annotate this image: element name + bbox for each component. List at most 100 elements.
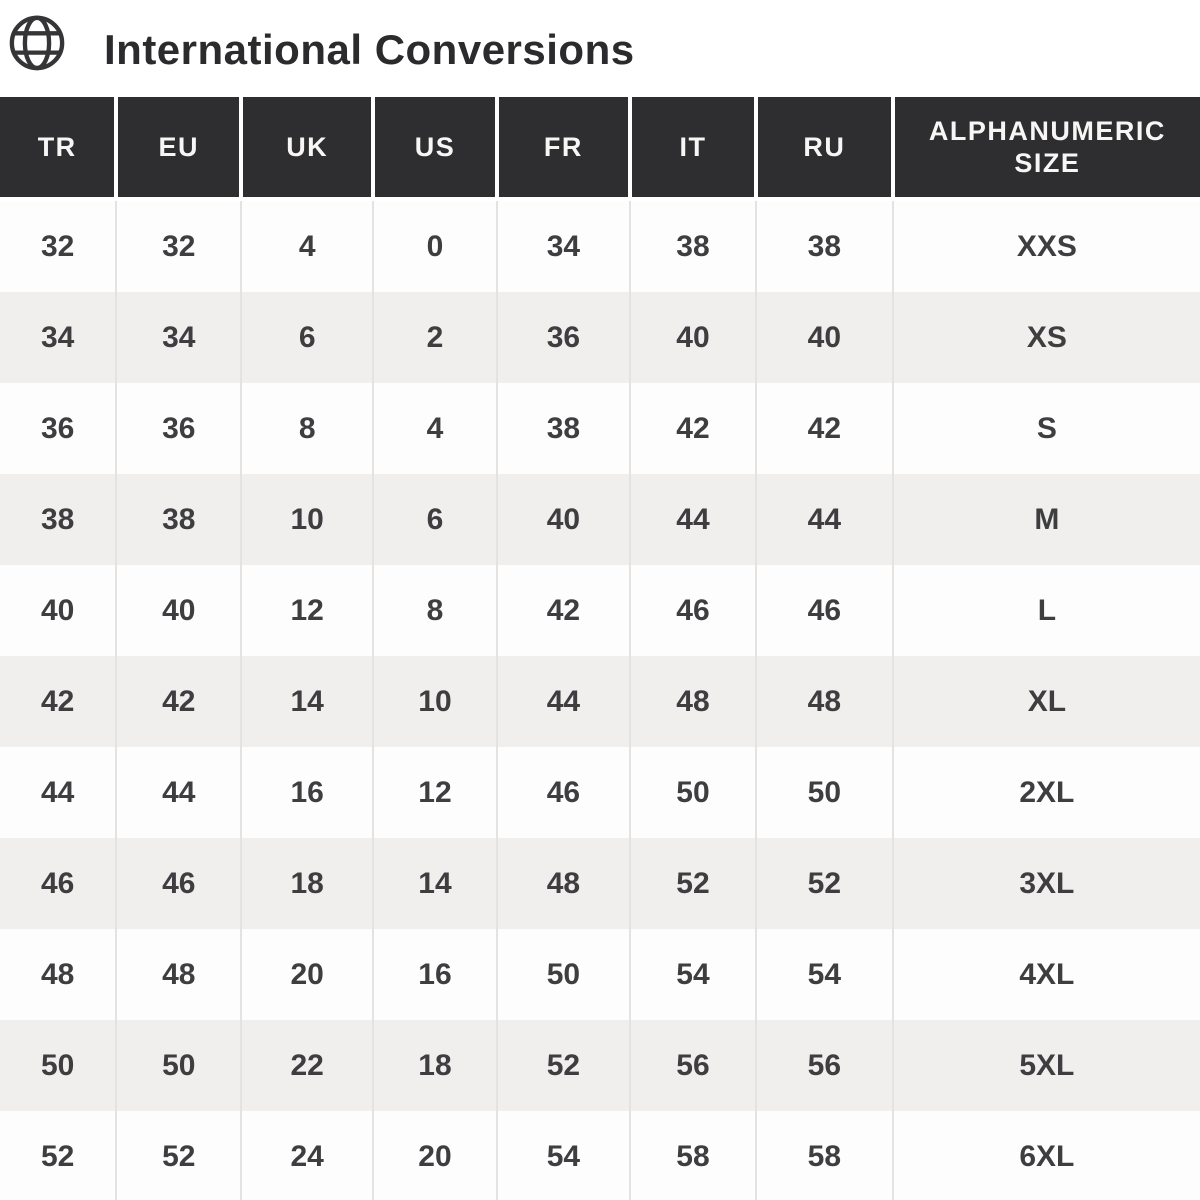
table-cell: 24 xyxy=(241,1111,375,1200)
table-cell: 10 xyxy=(373,656,498,747)
table-cell: 36 xyxy=(496,292,631,383)
table-row: 32 32 4 0 34 38 38 XXS xyxy=(0,199,1200,292)
table-cell: 58 xyxy=(755,1111,894,1200)
table-row: 38 38 10 6 40 44 44 M xyxy=(0,474,1200,565)
table-cell: 52 xyxy=(496,1020,631,1111)
table-cell: 50 xyxy=(496,929,631,1020)
header-cell-uk: UK xyxy=(241,97,376,201)
table-cell: 38 xyxy=(116,474,243,565)
table-row: 52 52 24 20 54 58 58 6XL xyxy=(0,1111,1200,1200)
table-cell: 38 xyxy=(629,199,757,292)
table-row: 42 42 14 10 44 48 48 XL xyxy=(0,656,1200,747)
table-cell: 36 xyxy=(116,383,243,474)
table-cell: XXS xyxy=(1016,229,1077,263)
table-cell: 5XL xyxy=(1019,1048,1075,1082)
table-cell: 48 xyxy=(496,838,631,929)
table-cell: 8 xyxy=(241,383,375,474)
header-cell-alphanumeric-size: ALPHANUMERIC SIZE xyxy=(892,97,1200,201)
table-cell: 34 xyxy=(116,292,243,383)
table-row: 50 50 22 18 52 56 56 5XL xyxy=(0,1020,1200,1111)
table-cell: 40 xyxy=(496,474,631,565)
page-title: International Conversions xyxy=(104,25,635,73)
table-cell: 54 xyxy=(496,1111,631,1200)
table-row: 34 34 6 2 36 40 40 XS xyxy=(0,292,1200,383)
table-cell: 44 xyxy=(755,474,894,565)
table-cell: 40 xyxy=(629,292,757,383)
table-cell: 14 xyxy=(241,656,375,747)
table-cell: 44 xyxy=(629,474,757,565)
table-cell: 56 xyxy=(629,1020,757,1111)
title-bar: International Conversions xyxy=(0,0,1200,97)
table-cell: 54 xyxy=(755,929,894,1020)
table-cell: S xyxy=(1036,411,1057,445)
table-cell: 44 xyxy=(116,747,243,838)
table-cell: L xyxy=(1037,593,1057,627)
table-cell: 48 xyxy=(116,929,243,1020)
header-cell-ru: RU xyxy=(755,97,895,201)
table-cell: 4XL xyxy=(1019,957,1075,991)
table-row: 48 48 20 16 50 54 54 4XL xyxy=(0,929,1200,1020)
header-cell-tr: TR xyxy=(0,97,119,201)
table-cell: 52 xyxy=(755,838,894,929)
table-cell: 40 xyxy=(755,292,894,383)
table-cell: XS xyxy=(1026,320,1067,354)
table-cell: 34 xyxy=(496,199,631,292)
header-cell-fr: FR xyxy=(496,97,632,201)
table-cell: 22 xyxy=(241,1020,375,1111)
table-cell: 48 xyxy=(0,929,118,1020)
table-cell: 34 xyxy=(0,292,118,383)
table-body: 32 32 4 0 34 38 38 XXS 34 34 6 2 36 40 40 XS 36 36 8 4 38 42 4… xyxy=(0,199,1200,1200)
table-cell: 8 xyxy=(373,565,498,656)
table-cell: 20 xyxy=(241,929,375,1020)
table-cell: 50 xyxy=(0,1020,118,1111)
table-cell: 46 xyxy=(629,565,757,656)
table-cell: 6 xyxy=(241,292,375,383)
table-cell: 40 xyxy=(116,565,243,656)
table-cell: 44 xyxy=(496,656,631,747)
table-cell: 48 xyxy=(755,656,894,747)
table-row: 40 40 12 8 42 46 46 L xyxy=(0,565,1200,656)
table-cell: 2 xyxy=(373,292,498,383)
table-cell: 16 xyxy=(241,747,375,838)
table-row: 46 46 18 14 48 52 52 3XL xyxy=(0,838,1200,929)
table-cell: 42 xyxy=(629,383,757,474)
table-cell: 16 xyxy=(373,929,498,1020)
header-cell-us: US xyxy=(373,97,499,201)
table-cell: 12 xyxy=(373,747,498,838)
table-cell: 44 xyxy=(0,747,118,838)
table-cell: 38 xyxy=(755,199,894,292)
table-row: 36 36 8 4 38 42 42 S xyxy=(0,383,1200,474)
table-cell: 54 xyxy=(629,929,757,1020)
table-cell: 20 xyxy=(373,1111,498,1200)
table-cell: 50 xyxy=(629,747,757,838)
table-cell: 10 xyxy=(241,474,375,565)
table-cell: 32 xyxy=(116,199,243,292)
table-cell: 42 xyxy=(496,565,631,656)
table-cell: 50 xyxy=(755,747,894,838)
table-cell: 52 xyxy=(629,838,757,929)
table-cell: 40 xyxy=(0,565,118,656)
table-header: TR EU UK US FR IT RU ALPHANUMERIC SIZE xyxy=(0,97,1200,201)
table-cell: 36 xyxy=(0,383,118,474)
table-cell: 46 xyxy=(116,838,243,929)
header-cell-it: IT xyxy=(629,97,758,201)
table-cell: 46 xyxy=(496,747,631,838)
table-cell: 42 xyxy=(116,656,243,747)
table-cell: 32 xyxy=(0,199,118,292)
table-cell: 12 xyxy=(241,565,375,656)
table-cell: 38 xyxy=(496,383,631,474)
header-row: TR EU UK US FR IT RU ALPHANUMERIC SIZE xyxy=(0,97,1200,201)
table-cell: 4 xyxy=(241,199,375,292)
table-cell: XL xyxy=(1027,684,1067,718)
table-cell: 18 xyxy=(241,838,375,929)
table-cell: 42 xyxy=(755,383,894,474)
table-cell: 6XL xyxy=(1019,1139,1075,1173)
table-cell: 48 xyxy=(629,656,757,747)
conversion-table: TR EU UK US FR IT RU ALPHANUMERIC SIZE 32 32 4 0 34… xyxy=(0,97,1200,1200)
table-cell: M xyxy=(1034,502,1060,536)
table-cell: 46 xyxy=(755,565,894,656)
table-cell: 50 xyxy=(116,1020,243,1111)
globe-icon xyxy=(8,11,66,73)
table-cell: 46 xyxy=(0,838,118,929)
